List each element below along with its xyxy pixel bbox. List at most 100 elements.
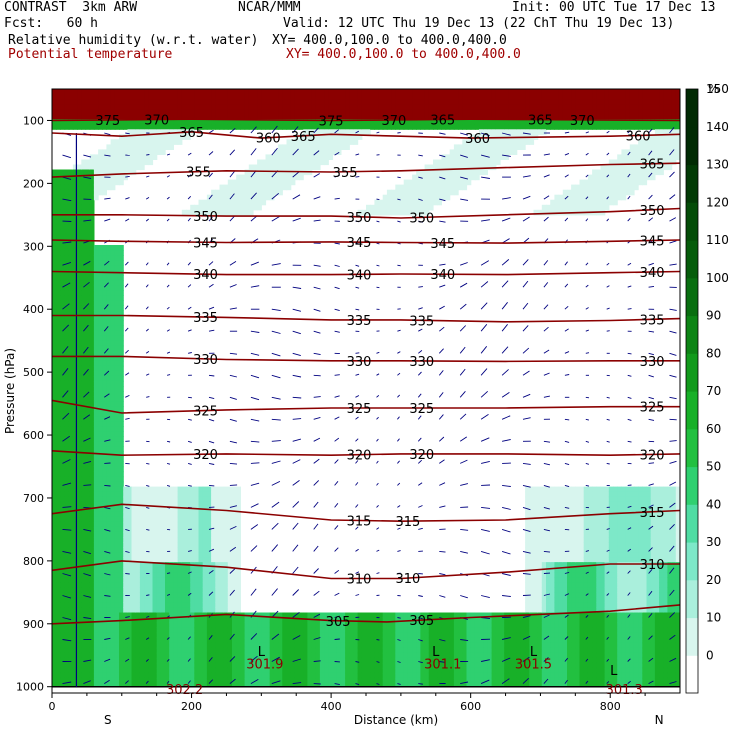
wind-vector <box>104 154 111 157</box>
wind-vector <box>125 637 130 640</box>
wind-vector <box>460 483 469 486</box>
wind-vector <box>669 481 677 486</box>
wind-vector <box>460 132 468 136</box>
wind-vector <box>543 614 550 618</box>
wind-vector <box>125 658 130 662</box>
wind-vector <box>334 459 339 464</box>
wind-vector <box>439 550 446 553</box>
wind-vector <box>627 658 631 662</box>
y-tick-label: 1000 <box>16 681 44 694</box>
colorbar-bin <box>686 428 698 468</box>
wind-vector <box>334 569 340 574</box>
colorbar-tick-label: 140 <box>706 120 729 134</box>
wind-vector <box>438 348 444 354</box>
theta-contour-label: 350 <box>409 211 434 226</box>
wind-vector <box>585 396 590 399</box>
wind-vector <box>208 418 215 422</box>
wind-vector <box>522 573 531 575</box>
wind-vector <box>62 681 72 685</box>
wind-vector <box>166 374 171 376</box>
wind-vector <box>585 636 589 640</box>
wind-vector <box>229 568 236 574</box>
wind-vector <box>669 440 677 442</box>
wind-vector <box>355 264 360 267</box>
wind-vector <box>543 678 549 684</box>
x-tick-label: 0 <box>49 700 56 713</box>
wind-vector <box>313 437 321 442</box>
wind-vector <box>62 368 69 376</box>
wind-vector <box>229 589 235 596</box>
theta-contour-label: 335 <box>193 311 218 326</box>
wind-vector <box>187 658 191 662</box>
wind-vector <box>166 329 170 332</box>
wind-vector <box>585 462 590 465</box>
wind-vector <box>522 656 530 662</box>
wind-vector <box>460 154 468 158</box>
wind-vector <box>606 174 610 178</box>
wind-vector <box>460 459 468 464</box>
wind-vector <box>313 480 320 486</box>
wind-vector <box>417 415 422 420</box>
wind-vector <box>585 614 589 618</box>
wind-vector <box>418 350 423 354</box>
wind-vector <box>585 218 589 222</box>
y-tick-label: 100 <box>23 114 44 127</box>
wind-vector <box>459 413 467 420</box>
wind-vector <box>271 588 278 596</box>
colorbar-tick-label: 100 <box>706 271 729 285</box>
theta-contour-label: 375 <box>319 115 344 130</box>
wind-vector <box>355 220 360 223</box>
wind-vector <box>397 329 401 332</box>
wind-vector <box>104 506 111 510</box>
wind-vector <box>585 329 589 332</box>
wind-vector <box>334 174 340 178</box>
wind-vector <box>480 260 490 266</box>
wind-vector <box>208 396 215 400</box>
wind-vector <box>397 460 400 464</box>
wind-vector <box>145 328 149 332</box>
theta-contour-350 <box>52 207 680 219</box>
wind-vector <box>208 374 215 377</box>
wind-vector <box>648 547 653 552</box>
wind-vector <box>229 678 236 684</box>
wind-vector <box>502 595 511 597</box>
colorbar-tick-label: 90 <box>706 309 721 323</box>
wind-vector <box>564 283 569 288</box>
wind-vector <box>355 548 359 552</box>
wind-vector <box>166 680 170 684</box>
wind-vector <box>543 260 549 266</box>
theta-contour-label: 325 <box>193 405 218 420</box>
wind-vector <box>145 351 150 354</box>
wind-vector <box>439 661 446 663</box>
wind-vector <box>564 261 568 266</box>
theta-contour-label: 320 <box>640 448 665 463</box>
wind-vector <box>606 152 610 156</box>
wind-vector <box>480 154 490 158</box>
surface-theta-label: 301.5 <box>515 658 552 673</box>
valid-time: Valid: 12 UTC Thu 19 Dec 13 (22 ChT Thu … <box>283 16 675 31</box>
wind-vector <box>418 176 423 179</box>
wind-vector <box>627 680 631 684</box>
wind-vector <box>397 264 401 267</box>
wind-vector <box>166 572 171 574</box>
wind-vector <box>627 440 632 443</box>
wind-vector <box>104 550 111 554</box>
wind-vector <box>606 396 610 399</box>
wind-vector <box>166 306 170 310</box>
theta-contour-label: 365 <box>528 114 553 129</box>
wind-vector <box>292 352 301 357</box>
wind-vector <box>355 594 360 596</box>
wind-vector <box>627 217 631 222</box>
x-tick-label: 800 <box>600 700 621 713</box>
wind-vector <box>83 528 92 532</box>
wind-vector <box>564 593 570 596</box>
theta-contour-label: 345 <box>193 236 218 251</box>
wind-vector <box>271 147 278 156</box>
wind-vector <box>104 439 111 442</box>
wind-vector <box>627 130 631 134</box>
wind-vector <box>187 174 192 178</box>
wind-vector <box>146 175 150 178</box>
wind-vector <box>146 396 150 398</box>
wind-vector <box>543 216 549 222</box>
wind-vector <box>606 593 610 596</box>
